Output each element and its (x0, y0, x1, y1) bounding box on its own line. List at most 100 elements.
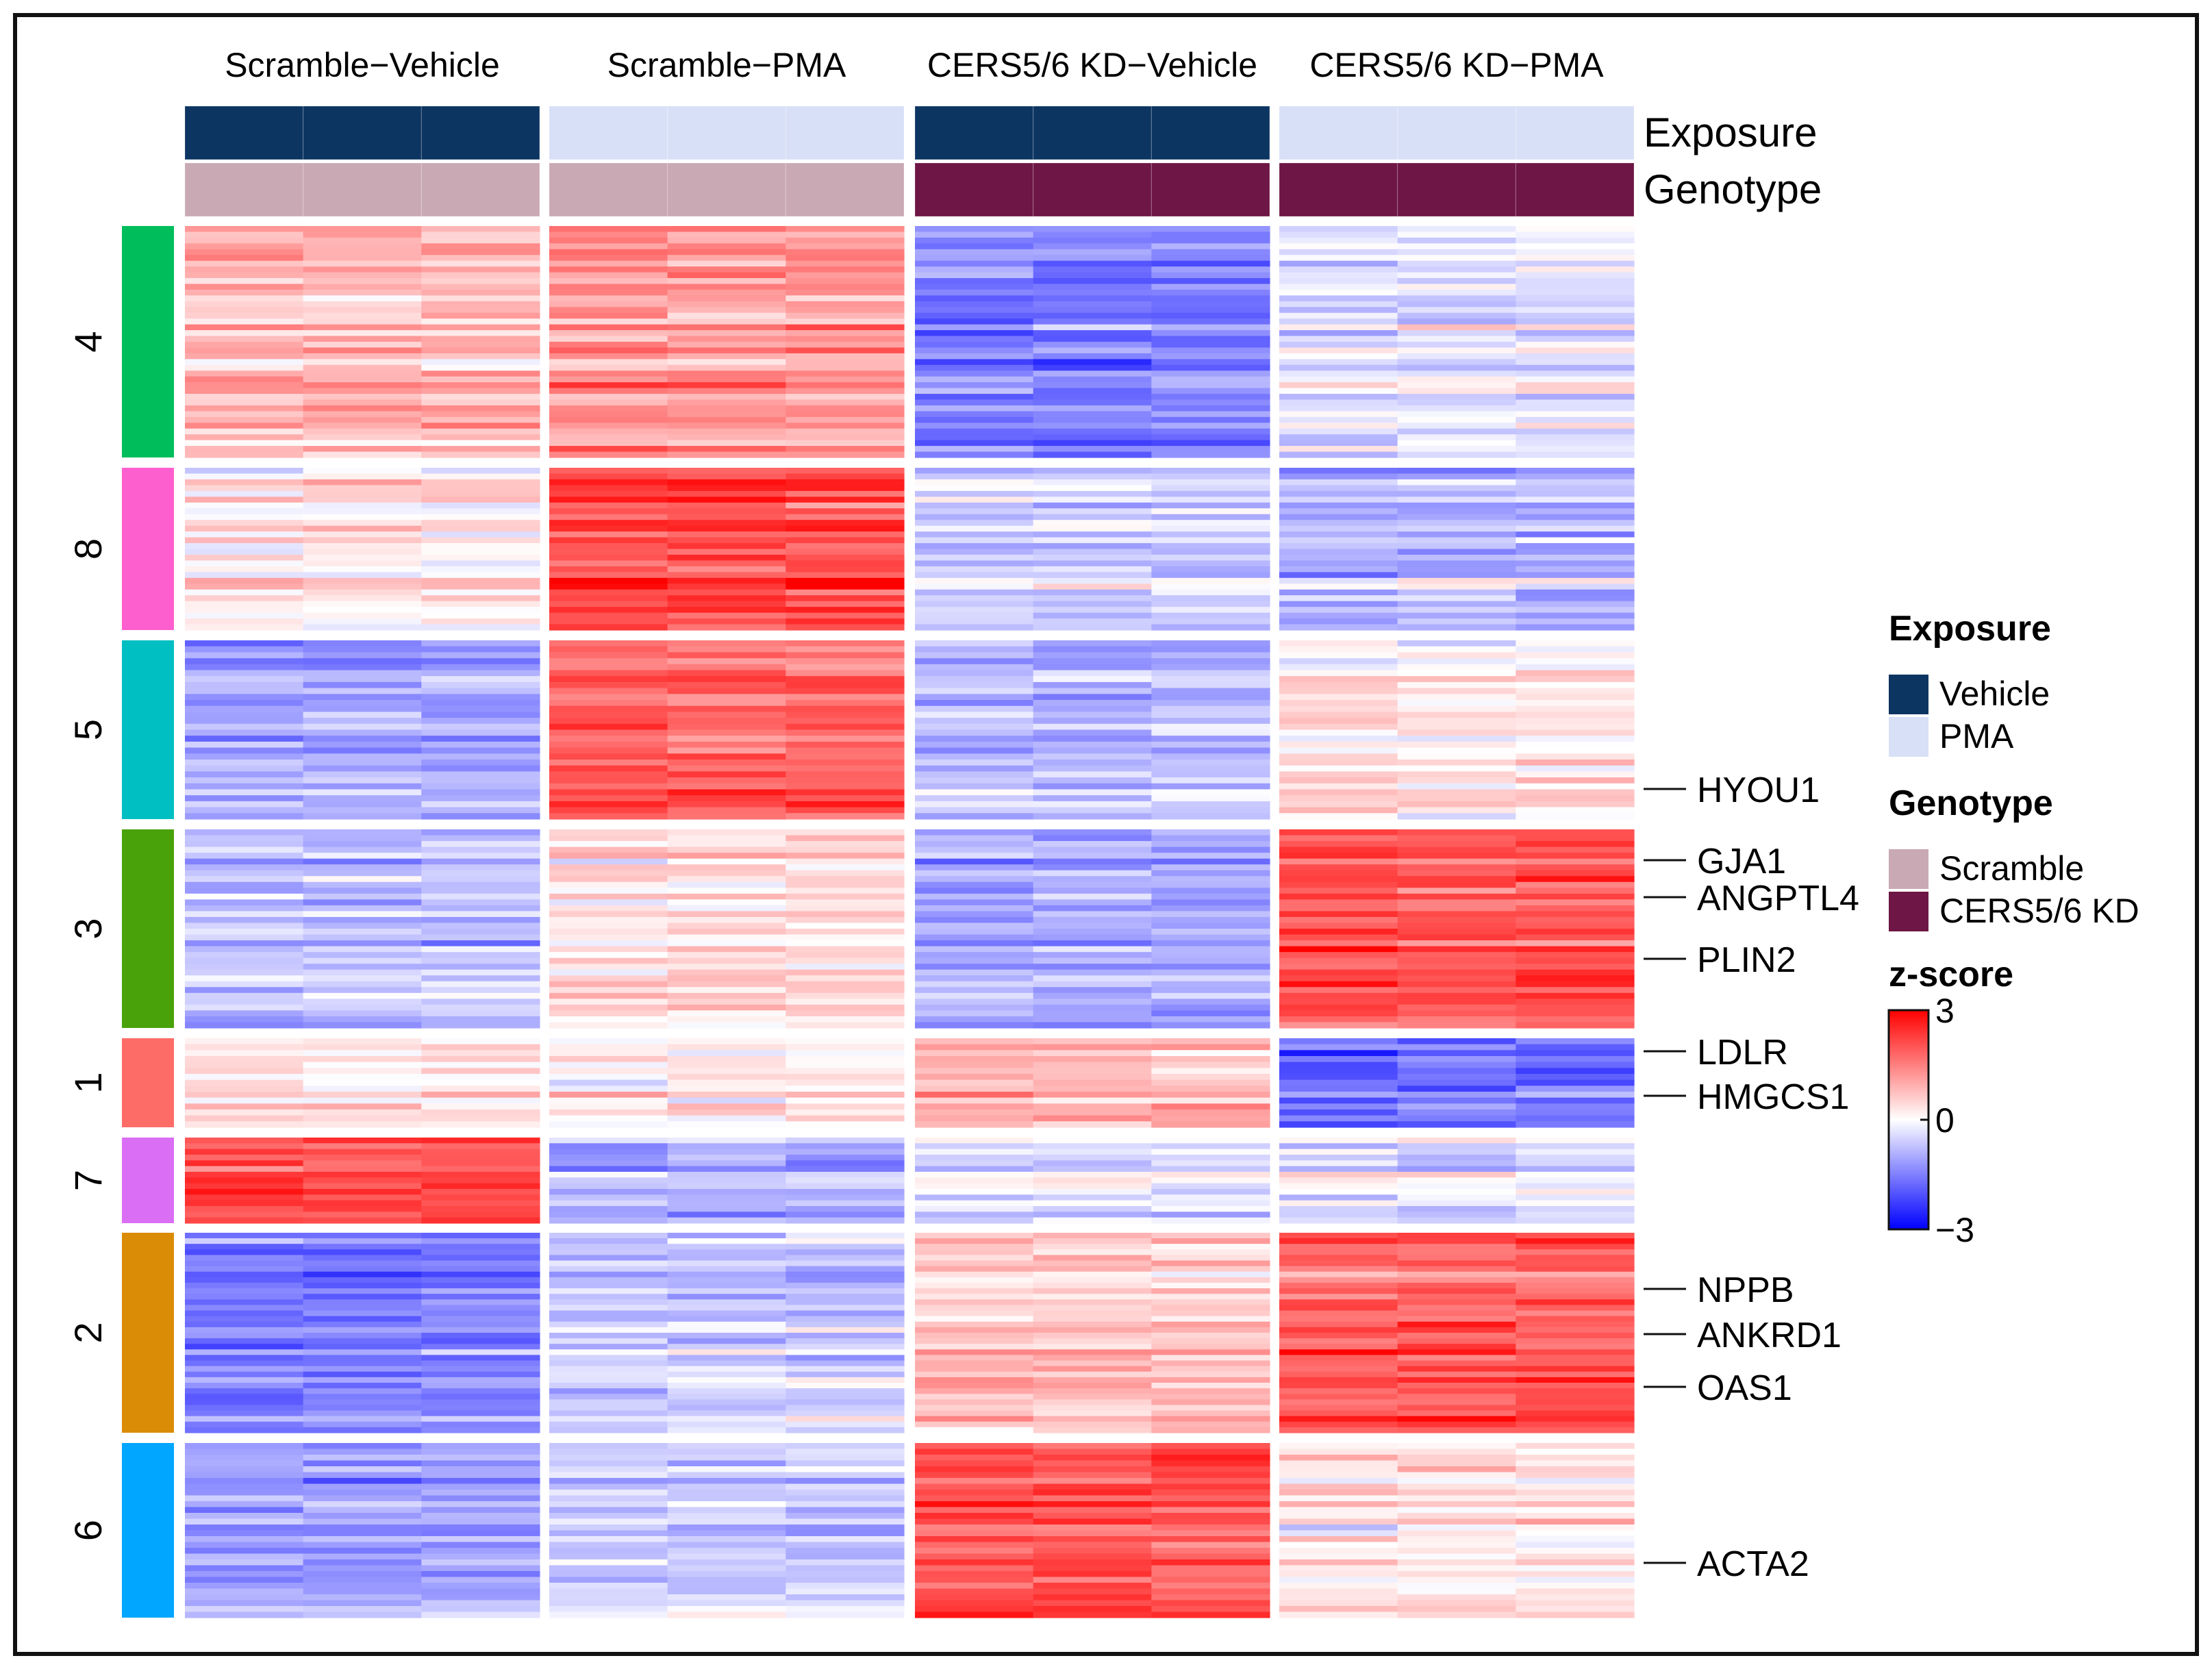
heat-cell-c8-r18-g3-s3 (1151, 566, 1270, 573)
heat-cell-c5-r7-g3-s1 (915, 676, 1034, 683)
heat-cell-c8-r20-g2-s1 (549, 577, 668, 584)
heat-cell-c6-r23-g1-s2 (303, 1571, 422, 1578)
heat-cell-c8-r18-g1-s2 (303, 566, 422, 573)
heat-cell-c6-r4-g1-s1 (185, 1460, 304, 1467)
heat-cell-c6-r27-g4-s3 (1516, 1594, 1635, 1601)
heat-cell-c4-r23-g2-s2 (667, 353, 786, 360)
heat-cell-c2-r34-g3-s2 (1033, 1416, 1152, 1422)
heat-cell-c1-r13-g2-s3 (785, 1109, 905, 1116)
heat-cell-c3-r7-g4-s2 (1397, 864, 1516, 871)
heat-cell-c7-r10-g2-s2 (667, 1189, 786, 1195)
heat-cell-c4-r37-g1-s2 (303, 434, 422, 441)
heat-cell-c7-r13-g3-s3 (1151, 1206, 1270, 1212)
heat-cell-c2-r16-g2-s2 (667, 1316, 786, 1322)
heat-cell-c5-r29-g4-s3 (1516, 807, 1635, 814)
heat-cell-c8-r6-g2-s3 (785, 497, 905, 503)
heat-cell-c5-r17-g1-s1 (185, 736, 304, 742)
heat-cell-c5-r11-g4-s1 (1279, 700, 1398, 707)
heat-cell-c4-r4-g1-s3 (421, 243, 540, 250)
heat-cell-c3-r16-g1-s1 (185, 916, 304, 924)
heat-cell-c3-r34-g2-s2 (667, 1022, 786, 1029)
heat-cell-c2-r34-g3-s1 (915, 1416, 1034, 1422)
heat-cell-c2-r33-g4-s2 (1397, 1410, 1516, 1417)
heat-cell-c7-r5-g2-s2 (667, 1160, 786, 1167)
heat-cell-c8-r25-g1-s2 (303, 607, 422, 614)
heat-cell-c5-r24-g3-s3 (1151, 777, 1270, 784)
heat-cell-c3-r16-g3-s3 (1151, 916, 1270, 924)
heat-cell-c3-r12-g1-s2 (303, 893, 422, 900)
heat-cell-c7-r11-g3-s2 (1033, 1194, 1152, 1201)
heat-cell-c1-r6-g1-s2 (303, 1068, 422, 1075)
heat-cell-c8-r18-g1-s3 (421, 566, 540, 573)
heat-cell-c1-r1-g2-s3 (785, 1038, 905, 1045)
heat-cell-c2-r31-g1-s3 (421, 1399, 540, 1406)
heat-cell-c3-r17-g4-s1 (1279, 923, 1398, 929)
heat-cell-c6-r10-g2-s2 (667, 1495, 786, 1502)
heat-cell-c6-r14-g4-s2 (1397, 1518, 1516, 1525)
heat-cell-c5-r20-g2-s1 (549, 753, 668, 760)
heat-cell-c7-r13-g2-s1 (549, 1206, 668, 1212)
heat-cell-c8-r21-g3-s2 (1033, 583, 1152, 590)
cluster-label-4: 4 (66, 331, 110, 352)
heat-cell-c4-r22-g4-s1 (1279, 347, 1398, 354)
heat-cell-c8-r22-g3-s3 (1151, 589, 1270, 596)
heat-cell-c8-r10-g3-s3 (1151, 520, 1270, 527)
heat-cell-c2-r13-g3-s2 (1033, 1299, 1152, 1306)
heat-cell-c8-r20-g4-s2 (1397, 577, 1516, 584)
heat-cell-c8-r6-g3-s2 (1033, 497, 1152, 503)
heat-cell-c2-r8-g4-s1 (1279, 1271, 1398, 1278)
heat-cell-c6-r14-g4-s3 (1516, 1518, 1635, 1525)
heat-cell-c4-r7-g3-s3 (1151, 260, 1270, 267)
heat-cell-c5-r5-g2-s3 (785, 664, 905, 671)
heat-cell-c4-r6-g4-s2 (1397, 255, 1516, 262)
heat-cell-c8-r2-g4-s2 (1397, 473, 1516, 480)
heat-cell-c6-r1-g4-s2 (1397, 1443, 1516, 1450)
heat-cell-c1-r8-g1-s3 (421, 1079, 540, 1086)
heat-cell-c5-r27-g4-s3 (1516, 795, 1635, 802)
heat-cell-c1-r4-g4-s3 (1516, 1056, 1635, 1063)
exposure-cell-scramble-pma-2 (667, 105, 786, 160)
heat-cell-c3-r13-g4-s3 (1516, 899, 1635, 906)
heat-cell-c8-r5-g2-s3 (785, 490, 905, 497)
heat-cell-c4-r4-g3-s3 (1151, 243, 1270, 250)
heat-cell-c5-r16-g4-s1 (1279, 729, 1398, 736)
heat-cell-c3-r26-g2-s3 (785, 975, 905, 982)
heat-cell-c8-r26-g1-s2 (303, 612, 422, 619)
heat-cell-c4-r23-g1-s1 (185, 353, 304, 360)
heat-cell-c1-r15-g2-s1 (549, 1121, 668, 1128)
heat-cell-c8-r14-g3-s1 (915, 543, 1034, 550)
heat-cell-c5-r28-g1-s2 (303, 801, 422, 808)
heat-cell-c4-r31-g4-s2 (1397, 399, 1516, 406)
heat-cell-c4-r11-g3-s1 (915, 284, 1034, 290)
heat-cell-c7-r6-g1-s2 (303, 1166, 422, 1172)
heat-cell-c8-r22-g3-s1 (915, 589, 1034, 596)
heat-cell-c5-r18-g4-s2 (1397, 741, 1516, 749)
heat-cell-c8-r24-g4-s2 (1397, 601, 1516, 607)
heat-cell-c2-r27-g3-s3 (1151, 1377, 1270, 1383)
heat-cell-c3-r6-g1-s1 (185, 858, 304, 865)
heat-cell-c5-r20-g4-s1 (1279, 753, 1398, 760)
heat-cell-c7-r6-g3-s2 (1033, 1166, 1152, 1172)
heat-cell-c6-r18-g4-s3 (1516, 1542, 1635, 1548)
heat-cell-c4-r6-g3-s2 (1033, 255, 1152, 262)
heat-cell-c3-r16-g3-s1 (915, 916, 1034, 924)
heat-cell-c2-r36-g4-s1 (1279, 1427, 1398, 1433)
heat-cell-c4-r21-g2-s1 (549, 342, 668, 349)
heat-cell-c4-r10-g2-s3 (785, 278, 905, 285)
heat-cell-c6-r17-g3-s1 (915, 1536, 1034, 1543)
heat-cell-c5-r11-g2-s2 (667, 700, 786, 707)
heat-cell-c8-r8-g2-s1 (549, 508, 668, 515)
heat-cell-c5-r12-g4-s3 (1516, 705, 1635, 712)
heat-cell-c3-r21-g2-s3 (785, 946, 905, 953)
heat-cell-c4-r10-g1-s2 (303, 278, 422, 285)
heat-cell-c4-r22-g3-s1 (915, 347, 1034, 354)
heat-cell-c3-r20-g1-s1 (185, 940, 304, 947)
heat-cell-c5-r14-g3-s2 (1033, 718, 1152, 725)
heat-cell-c4-r4-g2-s1 (549, 243, 668, 250)
heat-cell-c4-r33-g1-s2 (303, 411, 422, 418)
heat-cell-c3-r21-g3-s1 (915, 946, 1034, 953)
heat-cell-c8-r18-g4-s1 (1279, 566, 1398, 573)
heat-cell-c5-r28-g3-s3 (1151, 801, 1270, 808)
heat-cell-c2-r13-g3-s3 (1151, 1299, 1270, 1306)
heat-cell-c7-r15-g2-s2 (667, 1217, 786, 1224)
